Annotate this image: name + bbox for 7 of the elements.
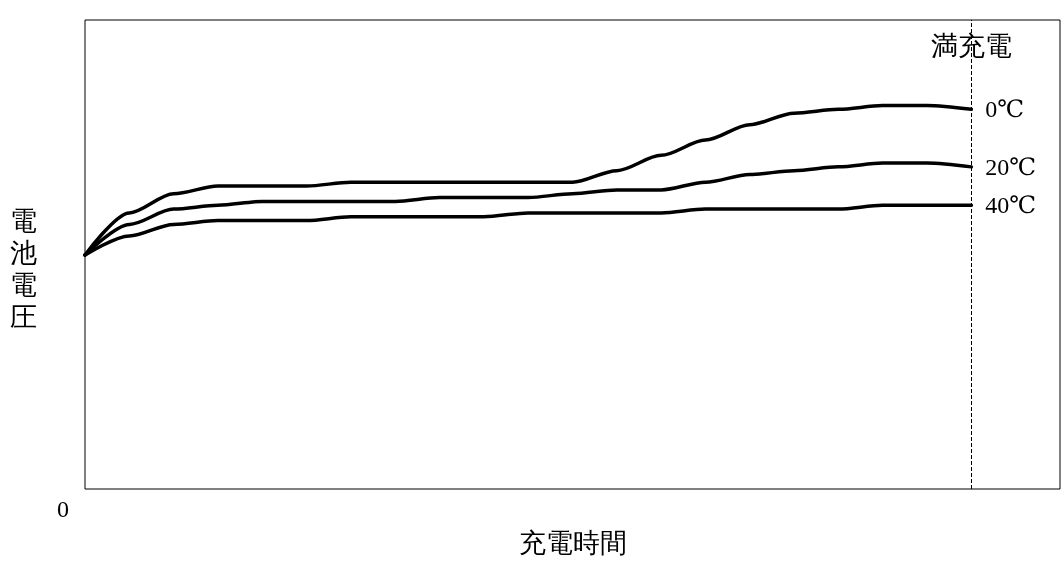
series-label: 40℃ — [985, 192, 1037, 219]
y-axis-title: 電池電圧 — [10, 206, 37, 332]
series-label: 20℃ — [985, 153, 1037, 180]
text: 満充電 — [930, 30, 1012, 61]
text: 0 — [57, 496, 69, 522]
series-label: 0℃ — [985, 96, 1025, 123]
x-axis-title: 充電時間 — [518, 527, 627, 558]
